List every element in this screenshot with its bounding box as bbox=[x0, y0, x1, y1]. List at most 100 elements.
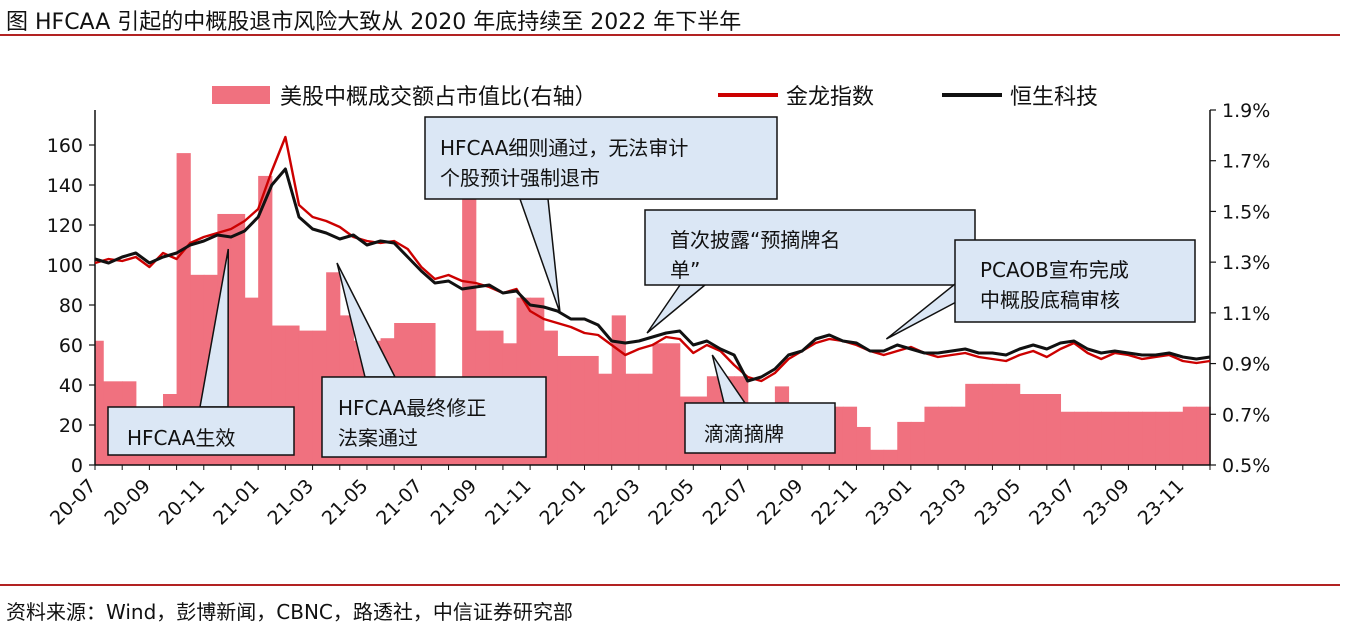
bar bbox=[611, 315, 626, 465]
x-tick-label: 23-03 bbox=[916, 475, 971, 530]
annotation-callout: HFCAA生效 bbox=[107, 248, 295, 456]
x-tick-label: 20-07 bbox=[46, 475, 101, 530]
x-tick-label: 22-05 bbox=[644, 475, 699, 530]
callout-box bbox=[107, 406, 295, 456]
callout-text: 中概股底稿审核 bbox=[980, 288, 1120, 312]
callout-text: 单” bbox=[670, 258, 700, 282]
jinlong-index-line bbox=[94, 135, 1211, 383]
callout-box bbox=[684, 402, 836, 454]
x-tick-label: 23-11 bbox=[1134, 475, 1189, 530]
bar bbox=[1114, 411, 1130, 465]
bar bbox=[666, 343, 681, 465]
callout-text: PCAOB宣布完成 bbox=[980, 258, 1129, 282]
callout-box bbox=[321, 376, 547, 458]
bar bbox=[584, 355, 599, 465]
y-left-tick-label: 0 bbox=[71, 455, 83, 477]
bar bbox=[965, 383, 980, 465]
y-left-tick-label: 40 bbox=[59, 375, 83, 397]
y-left-tick-label: 140 bbox=[47, 175, 83, 197]
hang-seng-tech-line bbox=[94, 167, 1211, 383]
bar bbox=[543, 330, 558, 465]
legend-label-jinlong: 金龙指数 bbox=[786, 85, 874, 110]
bar bbox=[938, 406, 953, 465]
y-left-tick-label: 120 bbox=[47, 215, 83, 237]
bar bbox=[1155, 411, 1170, 465]
bar bbox=[910, 421, 926, 465]
callout-box bbox=[644, 209, 976, 286]
bar bbox=[924, 406, 939, 465]
source-rule bbox=[0, 584, 1340, 586]
bar bbox=[1074, 411, 1089, 465]
bar bbox=[1019, 394, 1034, 465]
x-tick-label: 21-09 bbox=[427, 475, 482, 530]
bar bbox=[570, 355, 586, 465]
x-tick-label: 23-09 bbox=[1079, 475, 1134, 530]
y-left-tick-label: 100 bbox=[47, 255, 83, 277]
chart-canvas: 0 20 40 60 80 100 120 140 160 0.5% 0.7% 0.9% 1.1% 1.3… bbox=[46, 85, 1270, 530]
bar bbox=[557, 355, 572, 465]
x-tick-label: 21-03 bbox=[263, 475, 318, 530]
x-tick-label: 22-09 bbox=[753, 475, 808, 530]
bar bbox=[1196, 406, 1211, 465]
y-left-tick-label: 160 bbox=[47, 135, 83, 157]
callout-text: HFCAA最终修正 bbox=[338, 396, 486, 420]
callout-text: 首次披露“预摘牌名 bbox=[670, 228, 840, 252]
bar bbox=[978, 383, 994, 465]
legend-swatch-bar bbox=[212, 86, 270, 104]
bar bbox=[652, 343, 667, 465]
legend-label-bar: 美股中概成交额占市值比(右轴） bbox=[280, 85, 597, 110]
x-tick-label: 21-11 bbox=[481, 475, 536, 530]
callout-text: 法案通过 bbox=[338, 426, 418, 450]
bar bbox=[842, 406, 858, 465]
bar bbox=[992, 383, 1007, 465]
callout-text: HFCAA生效 bbox=[127, 426, 235, 450]
y-right-tick-label: 1.5% bbox=[1222, 201, 1270, 223]
bar bbox=[1169, 411, 1184, 465]
bar bbox=[638, 373, 654, 465]
y-right-tick-label: 0.9% bbox=[1222, 354, 1270, 376]
callout-text: HFCAA细则通过，无法审计 bbox=[440, 136, 688, 160]
bar bbox=[625, 373, 640, 465]
bar bbox=[883, 449, 898, 465]
callout-text: 滴滴摘牌 bbox=[704, 422, 784, 446]
bar bbox=[298, 330, 314, 465]
y-right-tick-label: 0.7% bbox=[1222, 404, 1270, 426]
bar bbox=[258, 175, 273, 465]
x-tick-label: 23-05 bbox=[971, 475, 1026, 530]
x-tick-label: 23-07 bbox=[1025, 475, 1080, 530]
y-right-tick-label: 1.3% bbox=[1222, 252, 1270, 274]
bar bbox=[1006, 383, 1021, 465]
bar bbox=[951, 406, 966, 465]
bar bbox=[230, 213, 246, 465]
bar bbox=[1087, 411, 1102, 465]
bar bbox=[95, 340, 104, 465]
bar bbox=[856, 426, 871, 465]
bar bbox=[1101, 411, 1116, 465]
y-left-tick-label: 60 bbox=[59, 335, 83, 357]
x-tick-label: 22-07 bbox=[699, 475, 754, 530]
callout-pointer bbox=[646, 284, 708, 334]
y-right-tick-label: 0.5% bbox=[1222, 455, 1270, 477]
annotation-callout: 滴滴摘牌 bbox=[684, 354, 836, 454]
x-tick-label: 21-07 bbox=[372, 475, 427, 530]
bar bbox=[897, 421, 912, 465]
callout-text: 个股预计强制退市 bbox=[440, 166, 600, 190]
x-tick-label: 22-11 bbox=[807, 475, 862, 530]
y-left-tick-label: 80 bbox=[59, 295, 83, 317]
y-right-tick-label: 1.7% bbox=[1222, 151, 1270, 173]
line-series-layer bbox=[94, 135, 1211, 383]
bar bbox=[598, 373, 613, 465]
y-right-tick-label: 1.1% bbox=[1222, 303, 1270, 325]
bar bbox=[1060, 411, 1075, 465]
x-tick-label: 20-11 bbox=[155, 475, 210, 530]
bar bbox=[870, 449, 885, 465]
x-tick-label: 20-09 bbox=[100, 475, 155, 530]
y-right-tick-label: 1.9% bbox=[1222, 100, 1270, 122]
legend-label-hengsheng: 恒生科技 bbox=[1010, 85, 1098, 110]
bar bbox=[1142, 411, 1157, 465]
bar bbox=[176, 153, 191, 465]
